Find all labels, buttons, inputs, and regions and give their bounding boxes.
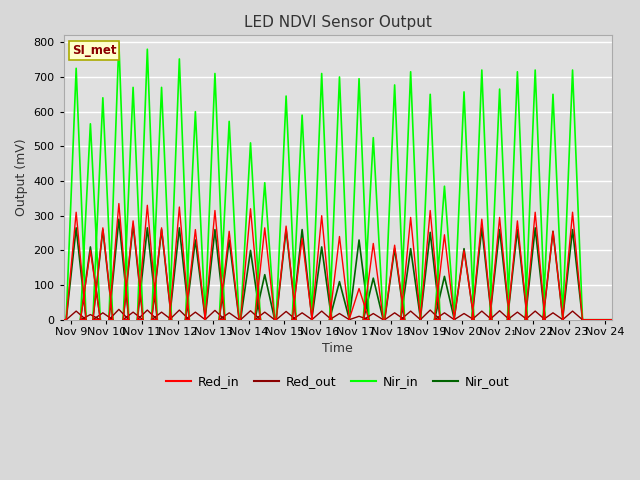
Text: SI_met: SI_met: [72, 44, 116, 57]
Y-axis label: Output (mV): Output (mV): [15, 139, 28, 216]
Legend: Red_in, Red_out, Nir_in, Nir_out: Red_in, Red_out, Nir_in, Nir_out: [161, 370, 514, 393]
Title: LED NDVI Sensor Output: LED NDVI Sensor Output: [244, 15, 431, 30]
X-axis label: Time: Time: [323, 342, 353, 355]
